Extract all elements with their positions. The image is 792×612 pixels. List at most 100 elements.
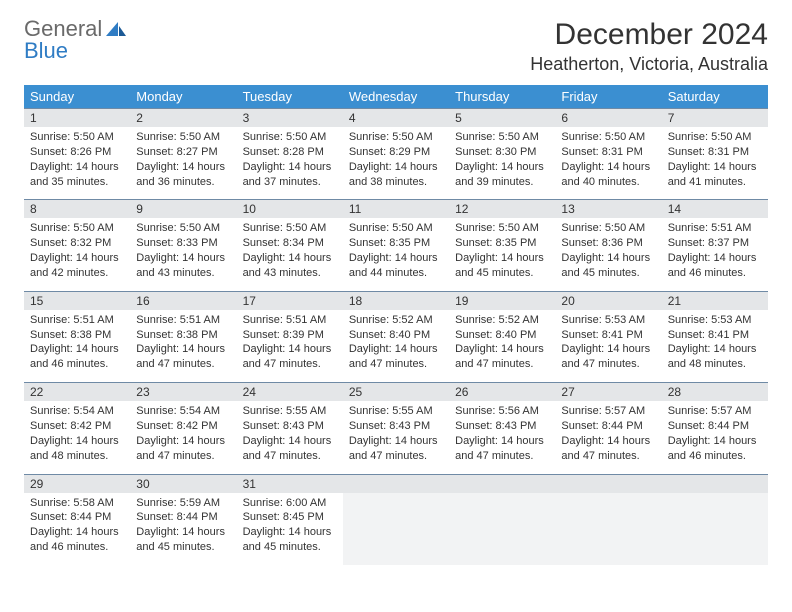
day-cell: Sunrise: 5:55 AMSunset: 8:43 PMDaylight:…	[237, 401, 343, 474]
day-cell: Sunrise: 5:53 AMSunset: 8:41 PMDaylight:…	[555, 310, 661, 383]
daylight-line: Daylight: 14 hours and 42 minutes.	[30, 251, 124, 281]
day-cell: Sunrise: 5:59 AMSunset: 8:44 PMDaylight:…	[130, 493, 236, 565]
sunrise-line: Sunrise: 5:50 AM	[455, 130, 549, 145]
daylight-line: Daylight: 14 hours and 47 minutes.	[561, 342, 655, 372]
sunrise-line: Sunrise: 5:50 AM	[30, 221, 124, 236]
sunrise-line: Sunrise: 5:50 AM	[455, 221, 549, 236]
calendar-body: 1234567Sunrise: 5:50 AMSunset: 8:26 PMDa…	[24, 109, 768, 565]
logo: General Blue	[24, 18, 126, 62]
content-row: Sunrise: 5:50 AMSunset: 8:26 PMDaylight:…	[24, 127, 768, 200]
daylight-line: Daylight: 14 hours and 45 minutes.	[455, 251, 549, 281]
sunrise-line: Sunrise: 5:50 AM	[243, 130, 337, 145]
empty-cell	[449, 493, 555, 565]
day-number: 28	[662, 383, 768, 402]
sunset-line: Sunset: 8:40 PM	[349, 328, 443, 343]
sunset-line: Sunset: 8:45 PM	[243, 510, 337, 525]
sunrise-line: Sunrise: 5:50 AM	[349, 130, 443, 145]
sunrise-line: Sunrise: 5:57 AM	[561, 404, 655, 419]
day-cell: Sunrise: 5:51 AMSunset: 8:37 PMDaylight:…	[662, 218, 768, 291]
day-number: 18	[343, 291, 449, 310]
dow-sunday: Sunday	[24, 85, 130, 109]
daylight-line: Daylight: 14 hours and 47 minutes.	[455, 342, 549, 372]
sunset-line: Sunset: 8:26 PM	[30, 145, 124, 160]
day-cell: Sunrise: 5:50 AMSunset: 8:30 PMDaylight:…	[449, 127, 555, 200]
empty-daynum	[343, 474, 449, 493]
day-cell: Sunrise: 5:50 AMSunset: 8:35 PMDaylight:…	[343, 218, 449, 291]
daylight-line: Daylight: 14 hours and 47 minutes.	[349, 434, 443, 464]
day-number: 16	[130, 291, 236, 310]
sunset-line: Sunset: 8:44 PM	[136, 510, 230, 525]
day-number: 2	[130, 109, 236, 128]
daylight-line: Daylight: 14 hours and 35 minutes.	[30, 160, 124, 190]
daylight-line: Daylight: 14 hours and 39 minutes.	[455, 160, 549, 190]
sunrise-line: Sunrise: 5:54 AM	[30, 404, 124, 419]
sunset-line: Sunset: 8:33 PM	[136, 236, 230, 251]
sunset-line: Sunset: 8:37 PM	[668, 236, 762, 251]
calendar-table: Sunday Monday Tuesday Wednesday Thursday…	[24, 85, 768, 565]
sunset-line: Sunset: 8:29 PM	[349, 145, 443, 160]
day-cell: Sunrise: 5:51 AMSunset: 8:38 PMDaylight:…	[130, 310, 236, 383]
daylight-line: Daylight: 14 hours and 47 minutes.	[136, 342, 230, 372]
sunrise-line: Sunrise: 5:52 AM	[455, 313, 549, 328]
day-cell: Sunrise: 5:54 AMSunset: 8:42 PMDaylight:…	[24, 401, 130, 474]
day-number: 11	[343, 200, 449, 219]
sunset-line: Sunset: 8:35 PM	[455, 236, 549, 251]
daylight-line: Daylight: 14 hours and 47 minutes.	[561, 434, 655, 464]
sunrise-line: Sunrise: 5:50 AM	[349, 221, 443, 236]
day-cell: Sunrise: 5:57 AMSunset: 8:44 PMDaylight:…	[555, 401, 661, 474]
day-number: 12	[449, 200, 555, 219]
sunset-line: Sunset: 8:40 PM	[455, 328, 549, 343]
daylight-line: Daylight: 14 hours and 47 minutes.	[136, 434, 230, 464]
logo-sail-icon	[106, 16, 126, 41]
sunrise-line: Sunrise: 5:57 AM	[668, 404, 762, 419]
day-number: 29	[24, 474, 130, 493]
day-number: 15	[24, 291, 130, 310]
day-cell: Sunrise: 5:50 AMSunset: 8:27 PMDaylight:…	[130, 127, 236, 200]
day-cell: Sunrise: 5:53 AMSunset: 8:41 PMDaylight:…	[662, 310, 768, 383]
daynum-row: 293031	[24, 474, 768, 493]
dow-tuesday: Tuesday	[237, 85, 343, 109]
sunrise-line: Sunrise: 5:56 AM	[455, 404, 549, 419]
sunset-line: Sunset: 8:43 PM	[455, 419, 549, 434]
day-cell: Sunrise: 5:55 AMSunset: 8:43 PMDaylight:…	[343, 401, 449, 474]
sunrise-line: Sunrise: 5:54 AM	[136, 404, 230, 419]
day-cell: Sunrise: 5:54 AMSunset: 8:42 PMDaylight:…	[130, 401, 236, 474]
day-header-row: Sunday Monday Tuesday Wednesday Thursday…	[24, 85, 768, 109]
sunrise-line: Sunrise: 5:52 AM	[349, 313, 443, 328]
day-number: 7	[662, 109, 768, 128]
day-number: 19	[449, 291, 555, 310]
daynum-row: 22232425262728	[24, 383, 768, 402]
location: Heatherton, Victoria, Australia	[530, 54, 768, 75]
day-cell: Sunrise: 5:51 AMSunset: 8:38 PMDaylight:…	[24, 310, 130, 383]
sunset-line: Sunset: 8:35 PM	[349, 236, 443, 251]
logo-text: General Blue	[24, 18, 126, 62]
day-number: 5	[449, 109, 555, 128]
dow-monday: Monday	[130, 85, 236, 109]
sunset-line: Sunset: 8:44 PM	[30, 510, 124, 525]
day-cell: Sunrise: 5:57 AMSunset: 8:44 PMDaylight:…	[662, 401, 768, 474]
daylight-line: Daylight: 14 hours and 46 minutes.	[668, 251, 762, 281]
sunrise-line: Sunrise: 5:50 AM	[30, 130, 124, 145]
day-number: 10	[237, 200, 343, 219]
sunrise-line: Sunrise: 5:53 AM	[668, 313, 762, 328]
day-number: 6	[555, 109, 661, 128]
title-block: December 2024 Heatherton, Victoria, Aust…	[530, 18, 768, 75]
daylight-line: Daylight: 14 hours and 36 minutes.	[136, 160, 230, 190]
sunrise-line: Sunrise: 5:50 AM	[136, 221, 230, 236]
day-number: 23	[130, 383, 236, 402]
day-cell: Sunrise: 5:50 AMSunset: 8:32 PMDaylight:…	[24, 218, 130, 291]
day-number: 21	[662, 291, 768, 310]
content-row: Sunrise: 5:54 AMSunset: 8:42 PMDaylight:…	[24, 401, 768, 474]
sunrise-line: Sunrise: 5:50 AM	[243, 221, 337, 236]
dow-thursday: Thursday	[449, 85, 555, 109]
empty-cell	[662, 493, 768, 565]
daylight-line: Daylight: 14 hours and 38 minutes.	[349, 160, 443, 190]
sunrise-line: Sunrise: 5:55 AM	[243, 404, 337, 419]
sunrise-line: Sunrise: 5:51 AM	[243, 313, 337, 328]
daylight-line: Daylight: 14 hours and 40 minutes.	[561, 160, 655, 190]
sunset-line: Sunset: 8:39 PM	[243, 328, 337, 343]
sunset-line: Sunset: 8:38 PM	[30, 328, 124, 343]
day-cell: Sunrise: 5:50 AMSunset: 8:29 PMDaylight:…	[343, 127, 449, 200]
day-cell: Sunrise: 5:50 AMSunset: 8:34 PMDaylight:…	[237, 218, 343, 291]
day-number: 9	[130, 200, 236, 219]
